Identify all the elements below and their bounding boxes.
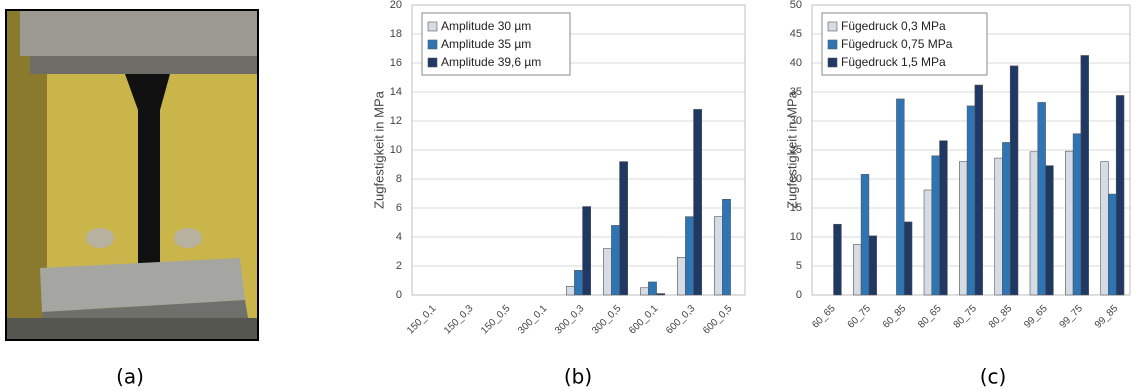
y-tick-label: 10 [790, 231, 802, 243]
bar [1002, 142, 1011, 296]
legend-label: Fügedruck 1,5 MPa [841, 55, 946, 69]
y-tick-label: 12 [390, 115, 402, 127]
legend-label: Fügedruck 0,3 MPa [841, 19, 946, 33]
x-tick-label: 60_75 [846, 303, 874, 331]
bar [1009, 65, 1019, 296]
bar [868, 235, 877, 296]
x-tick-label: 600_0,1 [627, 303, 661, 337]
legend-box [421, 12, 571, 76]
legend-label: Amplitude 39,6 µm [441, 55, 541, 69]
y-tick-label: 8 [396, 173, 402, 185]
bar [939, 140, 948, 296]
x-tick-label: 80_75 [952, 303, 980, 331]
panel-label: (c) [980, 365, 1007, 389]
y-tick-label: 0 [396, 289, 402, 301]
x-tick-label: 99_65 [1022, 303, 1050, 331]
legend-swatch [427, 21, 438, 32]
bar [974, 84, 983, 296]
x-tick-label: 600_0,5 [701, 303, 735, 337]
x-tick-label: 99_85 [1093, 303, 1121, 331]
x-tick-label: 80_65 [916, 303, 944, 331]
x-tick-label: 300_0,5 [590, 303, 624, 337]
y-tick-label: 30 [790, 115, 802, 127]
y-tick-label: 0 [796, 289, 802, 301]
bar [1100, 161, 1109, 296]
bar [648, 281, 657, 296]
bar [693, 109, 703, 296]
x-tick-label: 300_0,1 [516, 303, 550, 337]
bar [602, 248, 612, 296]
bar [994, 157, 1003, 296]
bar [611, 225, 620, 296]
bar [1072, 133, 1082, 296]
y-tick-label: 16 [390, 57, 402, 69]
x-tick-label: 60_85 [881, 303, 909, 331]
legend-label: Fügedruck 0,75 MPa [841, 37, 953, 51]
legend-swatch [427, 57, 438, 68]
x-tick-label: 80_85 [987, 303, 1015, 331]
y-tick-label: 5 [796, 260, 802, 272]
bar [1080, 55, 1089, 296]
legend-swatch [827, 57, 838, 68]
y-tick-label: 20 [390, 0, 402, 11]
bar [959, 161, 968, 296]
bar [1115, 95, 1125, 296]
bar [676, 256, 686, 296]
bar [1037, 102, 1046, 296]
y-tick-label: 15 [790, 202, 802, 214]
y-tick-label: 35 [790, 86, 802, 98]
legend-swatch [427, 39, 438, 50]
bar [1045, 165, 1054, 296]
y-tick-label: 40 [790, 57, 802, 69]
x-tick-label: 600_0,3 [664, 303, 698, 337]
bar [685, 216, 694, 296]
panel-label: (b) [564, 365, 592, 389]
y-tick-label: 50 [790, 0, 802, 11]
legend-swatch [827, 39, 838, 50]
x-tick-label: 60_65 [810, 303, 838, 331]
legend-label: Amplitude 30 µm [441, 19, 531, 33]
x-tick-label: 300_0,3 [553, 303, 587, 337]
x-tick-label: 150_0,3 [442, 303, 476, 337]
bar [923, 189, 933, 296]
bar [896, 98, 905, 296]
bar [656, 293, 666, 296]
bar [833, 223, 842, 296]
panel-label: (a) [116, 365, 144, 389]
y-tick-label: 25 [790, 144, 802, 156]
bar [966, 105, 976, 296]
bar [574, 270, 583, 296]
bar [713, 216, 723, 296]
bar [1065, 150, 1074, 296]
y-tick-label: 14 [390, 86, 402, 98]
bar [860, 174, 870, 296]
bar [639, 287, 649, 296]
x-tick-label: 99_75 [1058, 303, 1086, 331]
bar [1029, 151, 1039, 296]
y-axis-label: Zugfestigkeit in MPa [784, 90, 799, 209]
y-axis-label: Zugfestigkeit in MPa [371, 90, 386, 209]
y-tick-label: 18 [390, 28, 402, 40]
bar [619, 161, 629, 296]
x-tick-label: 150_0,5 [479, 303, 513, 337]
bar [1108, 193, 1117, 296]
y-tick-label: 10 [390, 144, 402, 156]
bar [582, 206, 592, 296]
y-tick-label: 6 [396, 202, 402, 214]
bar [722, 199, 731, 296]
bar [565, 285, 575, 296]
y-tick-label: 20 [790, 173, 802, 185]
y-tick-label: 45 [790, 28, 802, 40]
legend-swatch [827, 21, 838, 32]
y-tick-label: 2 [396, 260, 402, 272]
legend-box [821, 12, 988, 76]
x-tick-label: 150_0,1 [405, 303, 439, 337]
bar [853, 244, 862, 296]
photo [5, 9, 259, 341]
legend-label: Amplitude 35 µm [441, 37, 531, 51]
y-tick-label: 4 [396, 231, 402, 243]
bar [931, 155, 940, 296]
bar [903, 221, 913, 296]
